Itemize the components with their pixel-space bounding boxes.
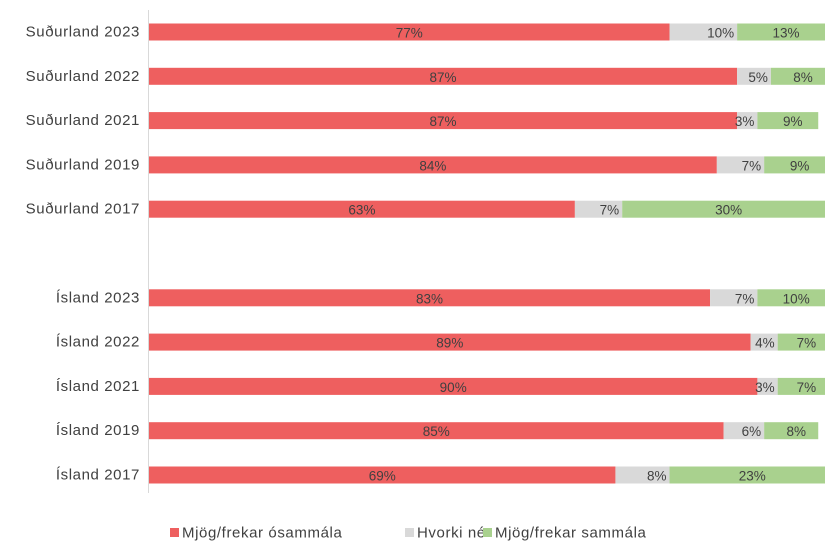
- data-label: 87%: [430, 70, 457, 85]
- category-label: Suðurland 2019: [26, 156, 140, 173]
- bar-segment: [777, 333, 825, 351]
- bar-segments: [149, 23, 825, 484]
- data-label: 8%: [786, 424, 806, 439]
- bar-segment: [149, 333, 751, 351]
- data-label: 87%: [430, 114, 457, 129]
- data-label: 9%: [790, 158, 810, 173]
- bar-segment: [149, 466, 616, 484]
- bar-segment: [574, 200, 623, 218]
- bar-segment: [622, 200, 825, 218]
- data-label: 13%: [773, 26, 800, 41]
- bar-segment: [149, 23, 670, 41]
- bar-segment: [737, 112, 758, 130]
- category-label: Suðurland 2023: [26, 24, 140, 41]
- category-label: Suðurland 2017: [26, 201, 140, 218]
- bar-segment: [615, 466, 670, 484]
- bar-segment: [149, 67, 738, 85]
- category-label: Ísland 2021: [56, 378, 140, 395]
- data-label: 77%: [396, 26, 423, 41]
- bar-segment: [737, 67, 771, 85]
- legend-swatch: [405, 528, 414, 537]
- bar-segment: [764, 422, 819, 440]
- data-label: 23%: [739, 469, 766, 484]
- bar-segment: [764, 156, 825, 174]
- category-label: Suðurland 2021: [26, 112, 140, 129]
- data-label: 69%: [369, 469, 396, 484]
- data-label: 30%: [715, 203, 742, 218]
- bar-segment: [757, 112, 819, 130]
- bar-segment: [669, 466, 825, 484]
- bar-segment: [716, 156, 765, 174]
- data-label: 10%: [707, 26, 734, 41]
- legend-label: Mjög/frekar ósammála: [182, 525, 342, 541]
- data-label: 3%: [735, 114, 755, 129]
- bar-segment: [149, 200, 575, 218]
- data-label: 4%: [755, 336, 775, 351]
- bar-segment: [770, 67, 825, 85]
- data-label: 6%: [742, 424, 762, 439]
- bar-segment: [710, 289, 758, 307]
- data-label: 84%: [419, 158, 446, 173]
- legend-label: Mjög/frekar sammála: [495, 525, 646, 541]
- bar-segment: [777, 377, 825, 395]
- bar-segment: [149, 377, 758, 395]
- bar-segment: [149, 112, 738, 130]
- bar-segment: [757, 377, 778, 395]
- bar-segment: [149, 422, 724, 440]
- data-label: 7%: [600, 203, 620, 218]
- bar-segment: [149, 289, 711, 307]
- bar-segment: [149, 156, 717, 174]
- bar-segment: [669, 23, 738, 41]
- category-labels: Suðurland 2023 Suðurland 2022 Suðurland 20…: [26, 24, 140, 484]
- bar-segment: [737, 23, 825, 41]
- bar-segment: [723, 422, 765, 440]
- data-label: 89%: [436, 336, 463, 351]
- category-label: Ísland 2019: [56, 422, 140, 439]
- data-label: 10%: [783, 291, 810, 306]
- data-label: 85%: [423, 424, 450, 439]
- data-label: 7%: [742, 158, 762, 173]
- data-label: 5%: [748, 70, 768, 85]
- data-label: 83%: [416, 291, 443, 306]
- data-label: 90%: [440, 380, 467, 395]
- data-label: 7%: [735, 291, 755, 306]
- data-label: 7%: [797, 380, 817, 395]
- legend-swatch: [483, 528, 492, 537]
- bar-segment: [757, 289, 825, 307]
- category-label: Ísland 2022: [56, 334, 140, 351]
- legend-swatch: [170, 528, 179, 537]
- category-label: Ísland 2023: [56, 289, 140, 306]
- legend-label: Hvorki né: [417, 525, 486, 541]
- data-label: 63%: [348, 203, 375, 218]
- data-label: 8%: [647, 469, 667, 484]
- data-label: 3%: [755, 380, 775, 395]
- category-label: Suðurland 2022: [26, 68, 140, 85]
- data-label: 9%: [783, 114, 803, 129]
- data-label: 8%: [793, 70, 813, 85]
- data-labels: 77% 10% 13% 87% 5% 8% 87% 3% 9% 84% 7% 9% 63% 7% 30% 83…: [348, 26, 816, 484]
- bar-segment: [750, 333, 778, 351]
- category-label: Ísland 2017: [56, 467, 140, 484]
- data-label: 7%: [797, 336, 817, 351]
- legend: Mjög/frekar ósammála Hvorki né Mjög/frekar…: [170, 525, 646, 541]
